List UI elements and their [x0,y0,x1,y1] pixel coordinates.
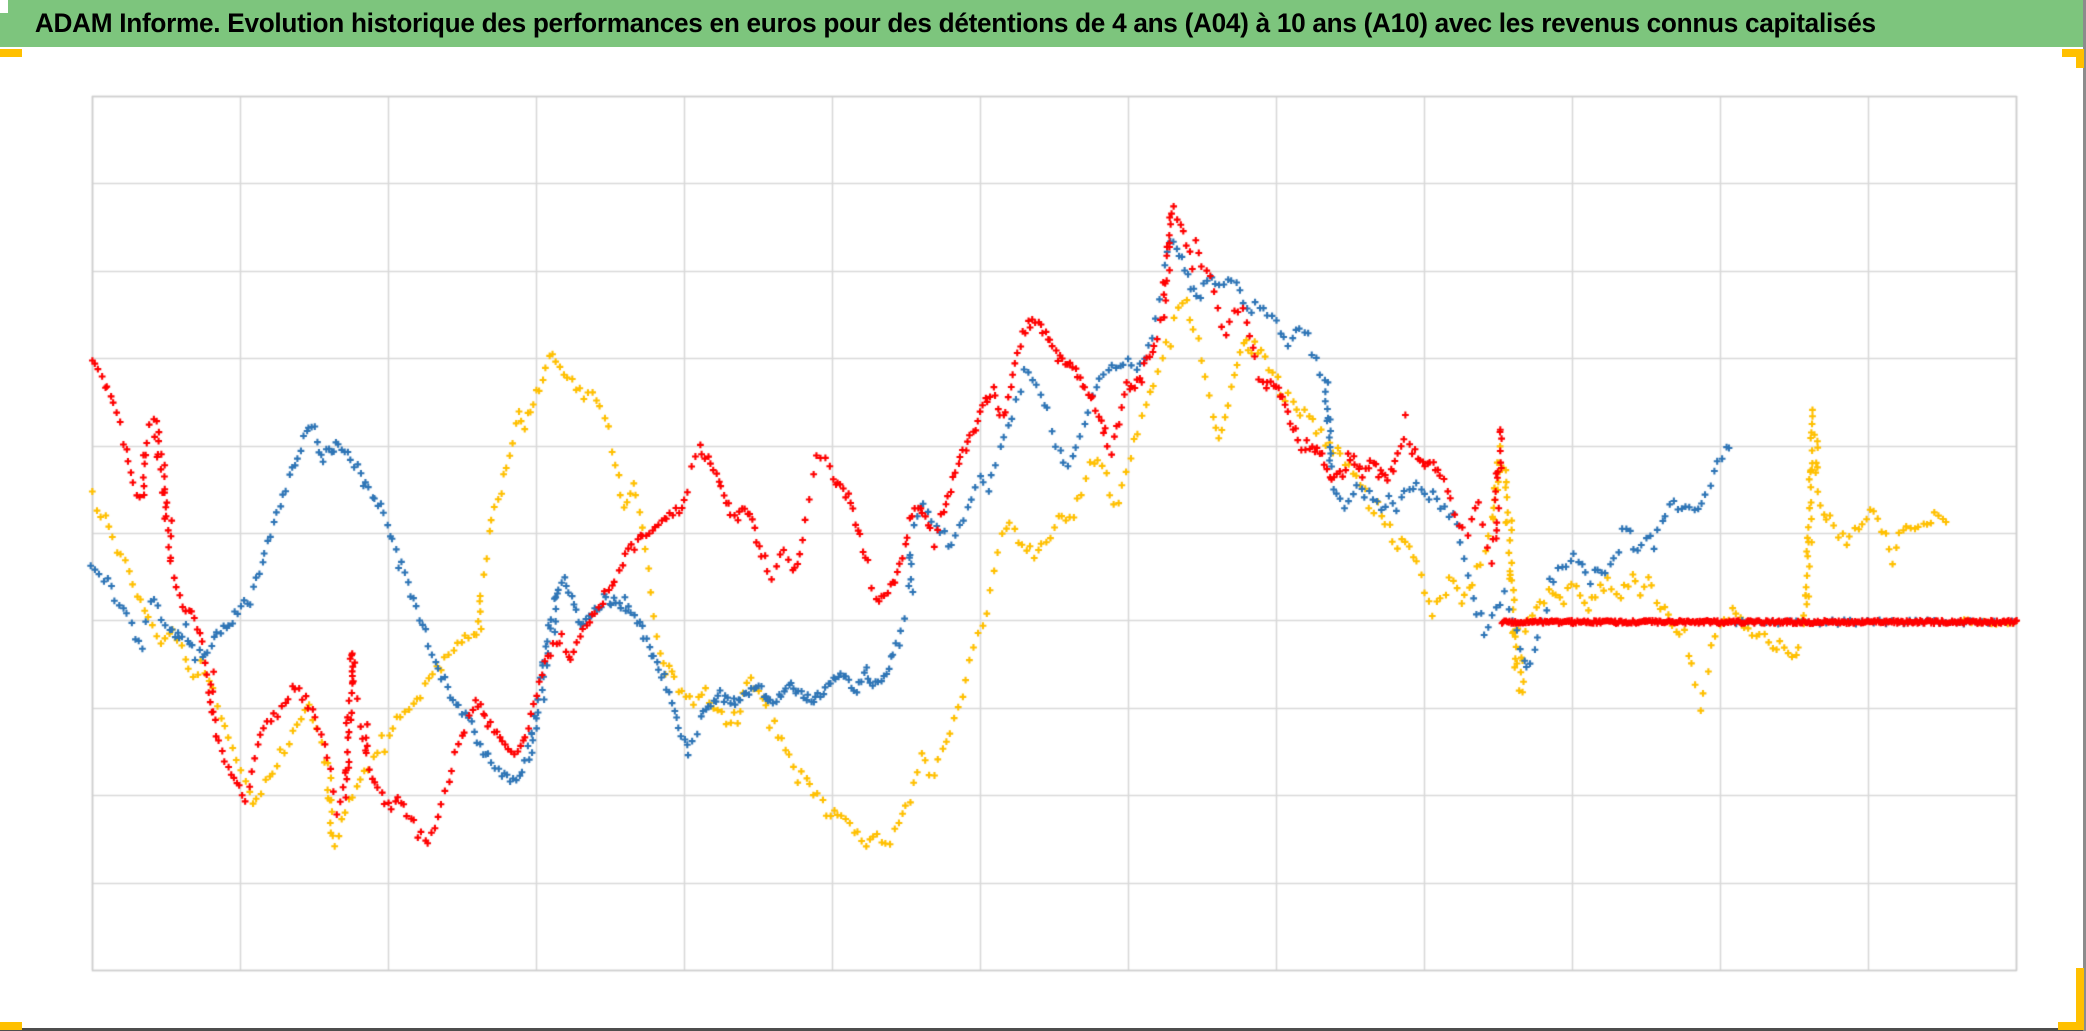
window-edge-right[interactable] [2083,0,2086,1031]
selection-corner-top-right [2062,49,2084,68]
selection-corner-bottom-right [2058,968,2084,1030]
selection-corner-top-left [0,49,22,57]
selection-corner-bottom-left [0,1022,22,1030]
title-bar-corner-notch [0,0,8,13]
chart-title-bar: ADAM Informe. Evolution historique des p… [0,0,2086,47]
window-edge-bottom [0,1028,2086,1031]
chart-title: ADAM Informe. Evolution historique des p… [34,8,1876,38]
